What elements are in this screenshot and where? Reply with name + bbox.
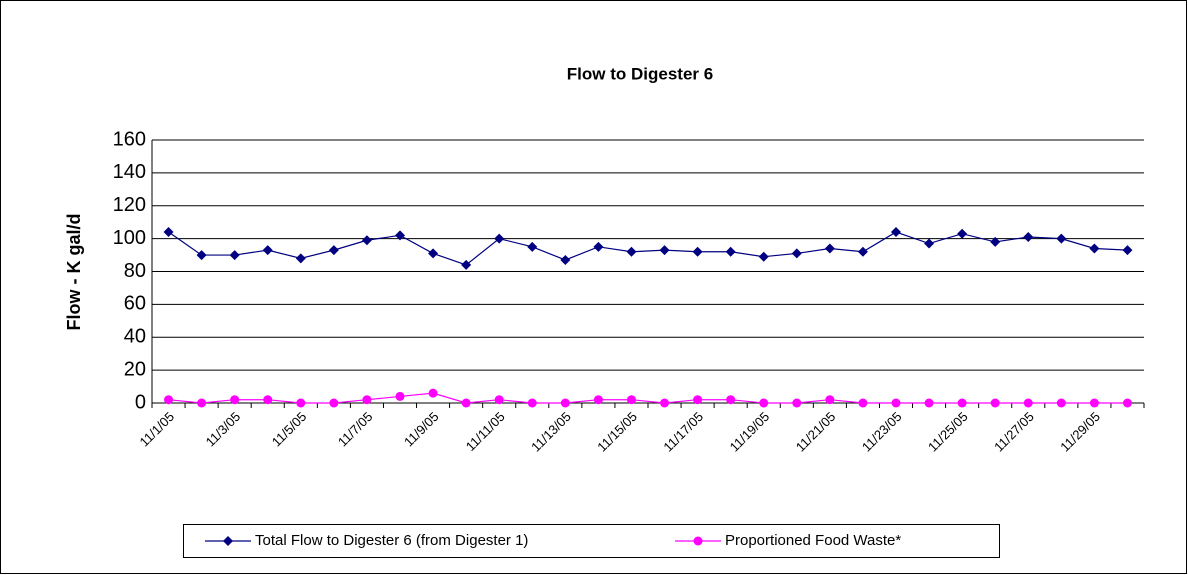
data-point xyxy=(957,398,967,408)
data-point xyxy=(428,388,438,398)
data-point xyxy=(1089,243,1100,254)
data-point xyxy=(461,398,471,408)
data-point xyxy=(692,246,703,257)
data-point xyxy=(229,250,240,261)
data-point xyxy=(295,253,306,264)
data-point xyxy=(461,259,472,270)
data-point xyxy=(990,398,1000,408)
y-tick-label: 140 xyxy=(113,161,146,183)
y-tick-label: 60 xyxy=(124,293,146,315)
legend-label: Proportioned Food Waste* xyxy=(725,532,901,549)
series-line xyxy=(168,231,1128,266)
data-point xyxy=(163,227,174,238)
data-point xyxy=(395,391,405,401)
legend-label: Total Flow to Digester 6 (from Digester … xyxy=(255,532,528,549)
data-point xyxy=(263,395,273,405)
legend-marker xyxy=(693,536,703,546)
data-point xyxy=(560,254,571,265)
data-point xyxy=(494,395,504,405)
data-point xyxy=(593,395,603,405)
data-point xyxy=(362,395,372,405)
y-tick-label: 120 xyxy=(113,194,146,216)
data-point xyxy=(726,395,736,405)
data-point xyxy=(792,398,802,408)
data-point xyxy=(957,228,968,239)
data-point xyxy=(1056,233,1067,244)
data-point xyxy=(395,230,405,241)
data-point xyxy=(891,227,901,238)
data-point xyxy=(560,398,570,408)
data-point xyxy=(725,246,736,257)
data-point xyxy=(759,398,769,408)
data-point xyxy=(858,398,868,408)
data-point xyxy=(328,245,339,256)
data-point xyxy=(924,238,935,249)
data-point xyxy=(196,250,207,261)
series-line xyxy=(168,392,1128,404)
y-tick-label: 0 xyxy=(135,391,146,413)
data-point xyxy=(825,395,835,405)
data-point xyxy=(1089,398,1099,408)
legend-marker xyxy=(223,536,233,546)
data-point xyxy=(527,241,538,252)
y-tick-label: 160 xyxy=(113,128,146,150)
data-point xyxy=(494,233,505,244)
data-point xyxy=(693,395,703,405)
data-point xyxy=(824,243,835,254)
data-point xyxy=(660,398,670,408)
data-point xyxy=(626,246,637,257)
data-point xyxy=(659,245,670,256)
data-point xyxy=(527,398,537,408)
y-tick-label: 100 xyxy=(113,227,146,249)
data-point xyxy=(428,248,439,259)
data-point xyxy=(296,398,306,408)
y-axis-label: Flow - K gal/d xyxy=(64,214,84,331)
data-point xyxy=(857,246,868,257)
data-point xyxy=(164,395,174,405)
data-point xyxy=(197,398,207,408)
legend-box xyxy=(183,524,1000,558)
data-point xyxy=(1023,398,1033,408)
data-point xyxy=(990,236,1001,247)
data-point xyxy=(329,398,339,408)
chart-title: Flow to Digester 6 xyxy=(567,64,713,83)
y-tick-label: 40 xyxy=(124,326,146,348)
data-point xyxy=(758,251,769,262)
data-point xyxy=(1122,398,1132,408)
y-tick-label: 80 xyxy=(124,260,146,282)
data-point xyxy=(230,395,240,405)
data-point xyxy=(361,235,372,246)
y-tick-label: 20 xyxy=(124,358,146,380)
data-point xyxy=(791,248,802,259)
data-point xyxy=(262,245,273,256)
data-point xyxy=(626,395,636,405)
data-point xyxy=(891,398,901,408)
data-point xyxy=(1023,231,1034,242)
data-point xyxy=(593,241,604,252)
data-point xyxy=(1056,398,1066,408)
data-point xyxy=(1122,245,1133,256)
data-point xyxy=(924,398,934,408)
